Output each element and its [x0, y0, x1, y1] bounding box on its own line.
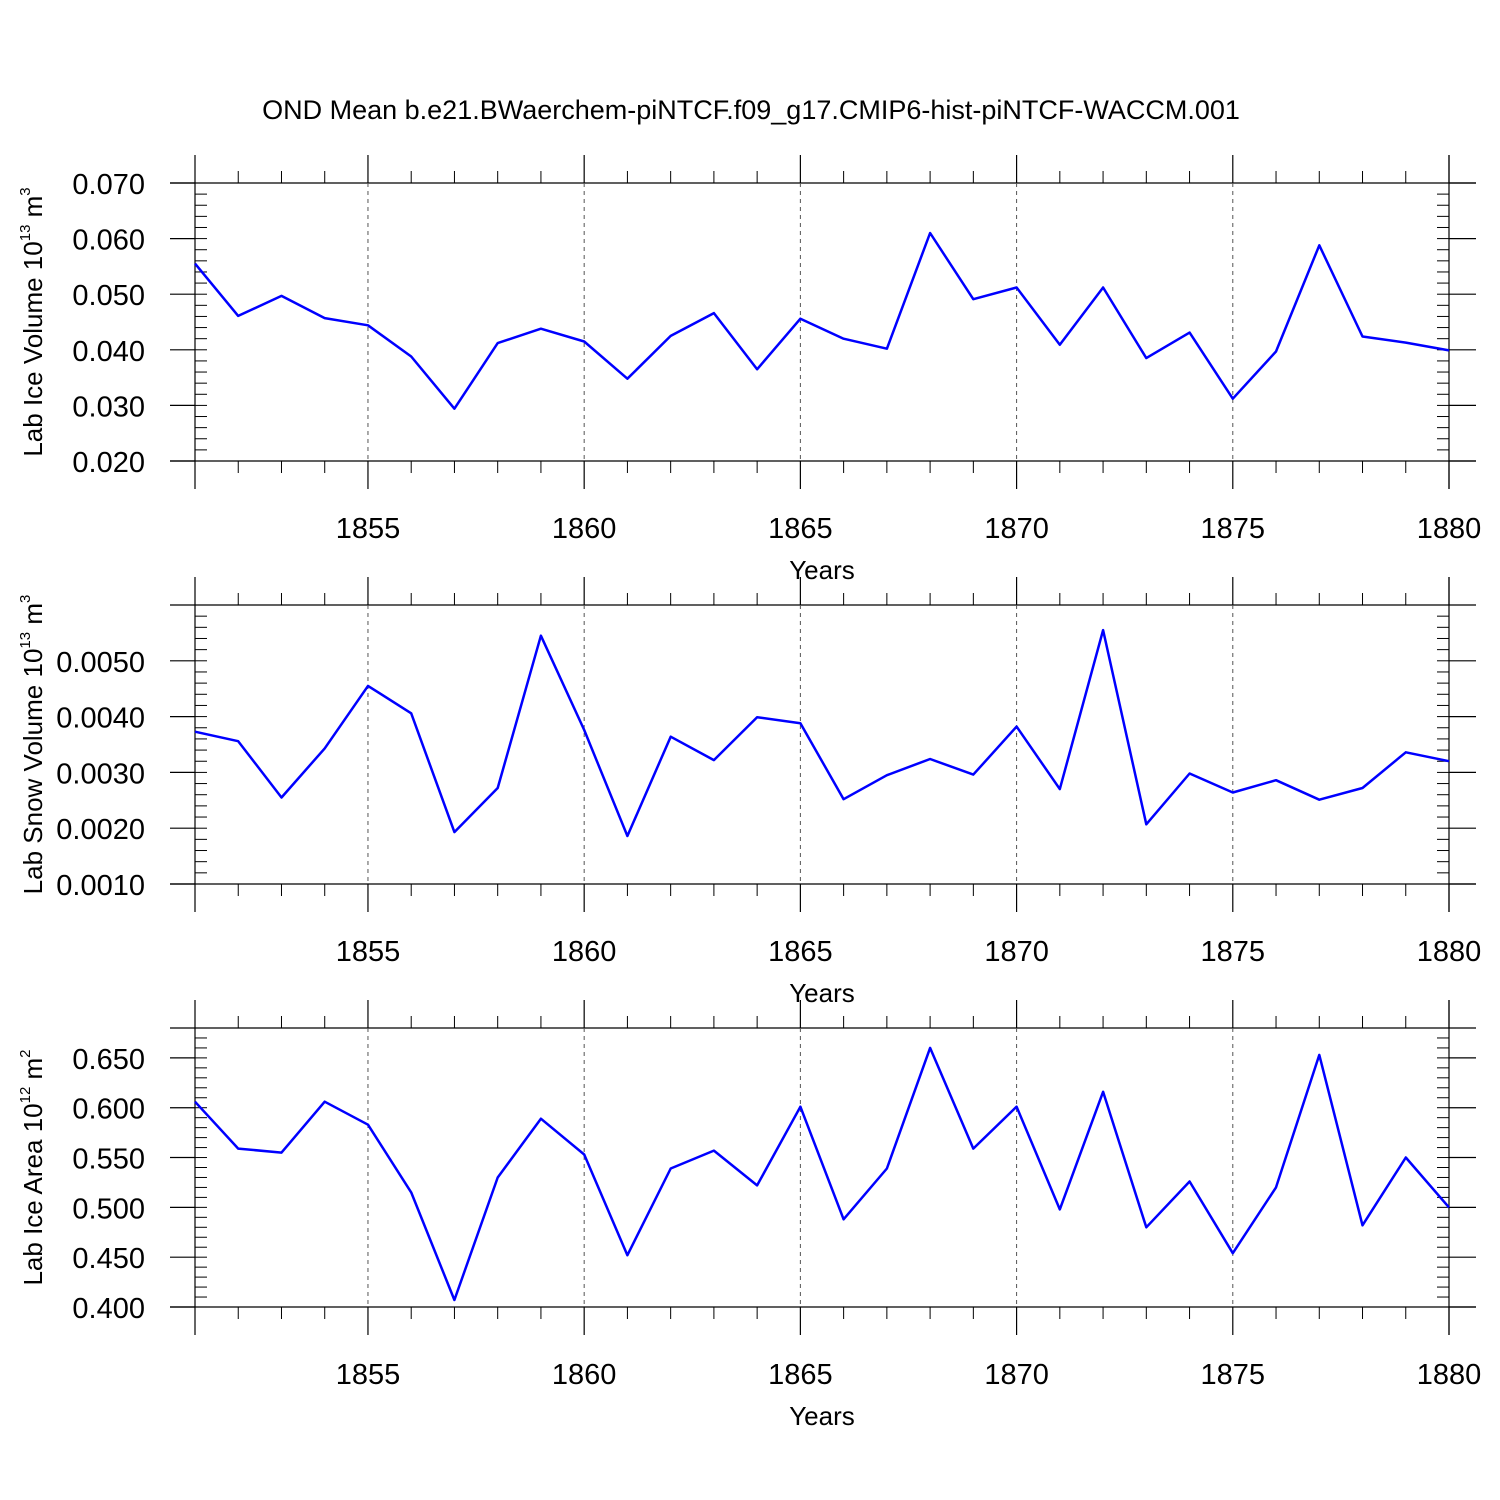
figure-title: OND Mean b.e21.BWaerchem-piNTCF.f09_g17.… — [262, 95, 1240, 125]
lab-ice-area-panel: 1855 1860 1865 1870 1875 1880 0.400 0.450 0.500 0… — [17, 1000, 1481, 1431]
y-tick-label: 0.050 — [72, 280, 145, 312]
x-axis-title: Years — [789, 555, 855, 585]
y-tick-label: 0.650 — [72, 1044, 145, 1076]
lab-ice-area-series-line — [194, 1046, 1450, 1302]
y-tick-label: 0.550 — [72, 1144, 145, 1176]
y-axis-title-unit-exponent: 2 — [17, 1049, 34, 1057]
x-tick-label: 1870 — [984, 513, 1049, 545]
y-axis-title-unit-exponent: 3 — [17, 595, 34, 603]
y-axis-title-exponent: 13 — [17, 225, 34, 242]
x-tick-label: 1860 — [552, 936, 617, 968]
y-tick-label: 0.0040 — [56, 703, 145, 735]
lab-snow-volume-panel: 1855 1860 1865 1870 1875 1880 0.0010 0.0020 0.00… — [17, 577, 1481, 1008]
y-tick-label: 0.020 — [72, 447, 145, 479]
x-tick-label: 1875 — [1201, 936, 1266, 968]
x-tick-label: 1880 — [1417, 513, 1482, 545]
lab-ice-volume-panel: 1855 1860 1865 1870 1875 1880 0.020 0.030 0.040 0… — [17, 155, 1481, 585]
x-tick-label: 1860 — [552, 1359, 617, 1391]
y-axis-title-text: Lab Ice Volume 10 — [18, 241, 48, 456]
y-axis-title-unit: m — [18, 196, 48, 225]
x-tick-label: 1870 — [984, 936, 1049, 968]
x-tick-label: 1875 — [1201, 1359, 1266, 1391]
x-tick-label: 1865 — [768, 513, 833, 545]
y-tick-label: 0.040 — [72, 336, 145, 368]
y-axis-title-text: Lab Ice Area 10 — [18, 1103, 48, 1285]
y-tick-label: 0.0030 — [56, 758, 145, 790]
y-tick-label: 0.060 — [72, 225, 145, 257]
y-axis-title-exponent: 13 — [17, 632, 34, 649]
y-axis-title-unit: m — [18, 603, 48, 632]
y-tick-label: 0.0010 — [56, 870, 145, 902]
y-axis-title: Lab Ice Volume 1013 m3 — [17, 187, 48, 456]
lab-ice-volume-series-line — [194, 231, 1450, 410]
y-axis-title-exponent: 12 — [17, 1087, 34, 1104]
x-tick-label: 1855 — [336, 1359, 401, 1391]
x-tick-label: 1860 — [552, 513, 617, 545]
x-tick-label: 1880 — [1417, 1359, 1482, 1391]
y-axis-title-unit: m — [18, 1058, 48, 1087]
y-axis-title-text: Lab Snow Volume 10 — [18, 649, 48, 895]
y-tick-label: 0.600 — [72, 1094, 145, 1126]
y-tick-label: 0.500 — [72, 1193, 145, 1225]
y-axis-title: Lab Snow Volume 1013 m3 — [17, 595, 48, 895]
y-tick-label: 0.0020 — [56, 814, 145, 846]
y-axis-title-unit-exponent: 3 — [17, 187, 34, 195]
x-tick-label: 1880 — [1417, 936, 1482, 968]
y-tick-label: 0.400 — [72, 1293, 145, 1325]
y-tick-label: 0.450 — [72, 1243, 145, 1275]
y-tick-label: 0.070 — [72, 169, 145, 201]
x-tick-label: 1865 — [768, 936, 833, 968]
x-axis-title: Years — [789, 1401, 855, 1431]
x-tick-label: 1870 — [984, 1359, 1049, 1391]
y-tick-label: 0.030 — [72, 391, 145, 423]
y-axis-title: Lab Ice Area 1012 m2 — [17, 1049, 48, 1285]
x-tick-label: 1855 — [336, 936, 401, 968]
x-tick-label: 1865 — [768, 1359, 833, 1391]
x-tick-label: 1855 — [336, 513, 401, 545]
lab-snow-volume-series-line — [194, 628, 1450, 838]
x-axis-title: Years — [789, 978, 855, 1008]
y-tick-label: 0.0050 — [56, 647, 145, 679]
x-tick-label: 1875 — [1201, 513, 1266, 545]
